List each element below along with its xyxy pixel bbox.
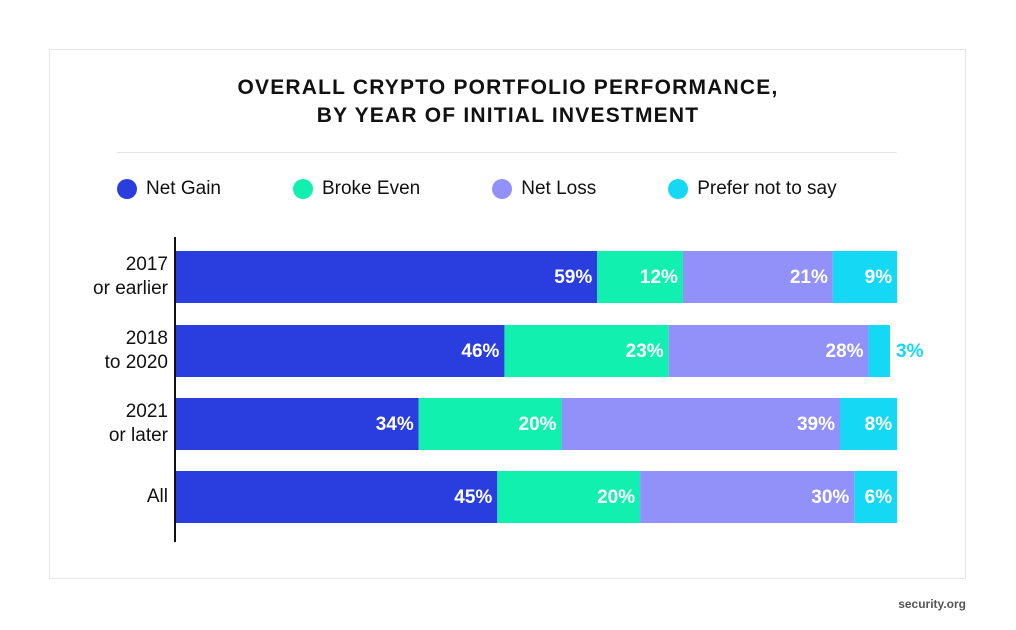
category-label: 2017 or earlier	[93, 254, 168, 299]
value-label: 34%	[376, 414, 414, 435]
bar-segment	[868, 325, 890, 377]
bar-segment	[597, 251, 683, 303]
legend-item: Net Gain	[117, 178, 221, 200]
legend-label: Broke Even	[321, 178, 421, 199]
value-label: 23%	[626, 341, 664, 362]
legend-label: Net Gain	[146, 178, 221, 199]
category-label: All	[146, 486, 168, 507]
value-label: 30%	[811, 487, 849, 508]
value-label: 6%	[865, 487, 893, 508]
bar-segment	[668, 325, 869, 377]
bar-segment	[176, 398, 419, 450]
chart-title: OVERALL CRYPTO PORTFOLIO PERFORMANCE, BY…	[237, 76, 779, 127]
bar-segment	[832, 251, 898, 303]
value-label: 9%	[865, 267, 893, 288]
value-label: 59%	[554, 267, 592, 288]
bar-segment	[682, 251, 833, 303]
legend-item: Prefer not to say	[668, 178, 837, 200]
bar-segment	[176, 325, 505, 377]
value-label: 21%	[790, 267, 828, 288]
bar-segment	[640, 471, 855, 523]
separator	[117, 152, 897, 153]
value-label: 39%	[797, 414, 835, 435]
bar-segment	[840, 398, 898, 450]
value-label: 46%	[461, 341, 499, 362]
bar-segment	[561, 398, 841, 450]
legend-label: Net Loss	[521, 178, 597, 199]
legend-item: Broke Even	[292, 178, 421, 200]
legend: Net Gain Broke Even Net Loss Prefer not to …	[117, 178, 837, 200]
bar-segment	[854, 471, 898, 523]
bar-segment	[176, 471, 498, 523]
legend-item: Net Loss	[492, 178, 596, 200]
bar-segment	[504, 325, 669, 377]
bar-segment	[497, 471, 641, 523]
legend-swatch	[492, 179, 513, 199]
value-label: 8%	[865, 414, 893, 435]
legend-swatch	[292, 179, 313, 199]
legend-label: Prefer not to say	[697, 178, 837, 199]
category-label: 2018 to 2020	[104, 328, 168, 373]
value-label: 12%	[640, 267, 678, 288]
watermark: security.org	[898, 597, 966, 611]
bar-segment	[176, 251, 598, 303]
bar-segment	[418, 398, 562, 450]
legend-swatch	[668, 179, 689, 199]
value-label: 45%	[454, 487, 492, 508]
card	[49, 49, 966, 579]
value-label: 28%	[826, 341, 864, 362]
value-label: 20%	[519, 414, 557, 435]
value-label: 3%	[896, 341, 924, 362]
category-label: 2021 or later	[108, 401, 168, 446]
legend-swatch	[117, 179, 137, 199]
value-label: 20%	[597, 487, 635, 508]
